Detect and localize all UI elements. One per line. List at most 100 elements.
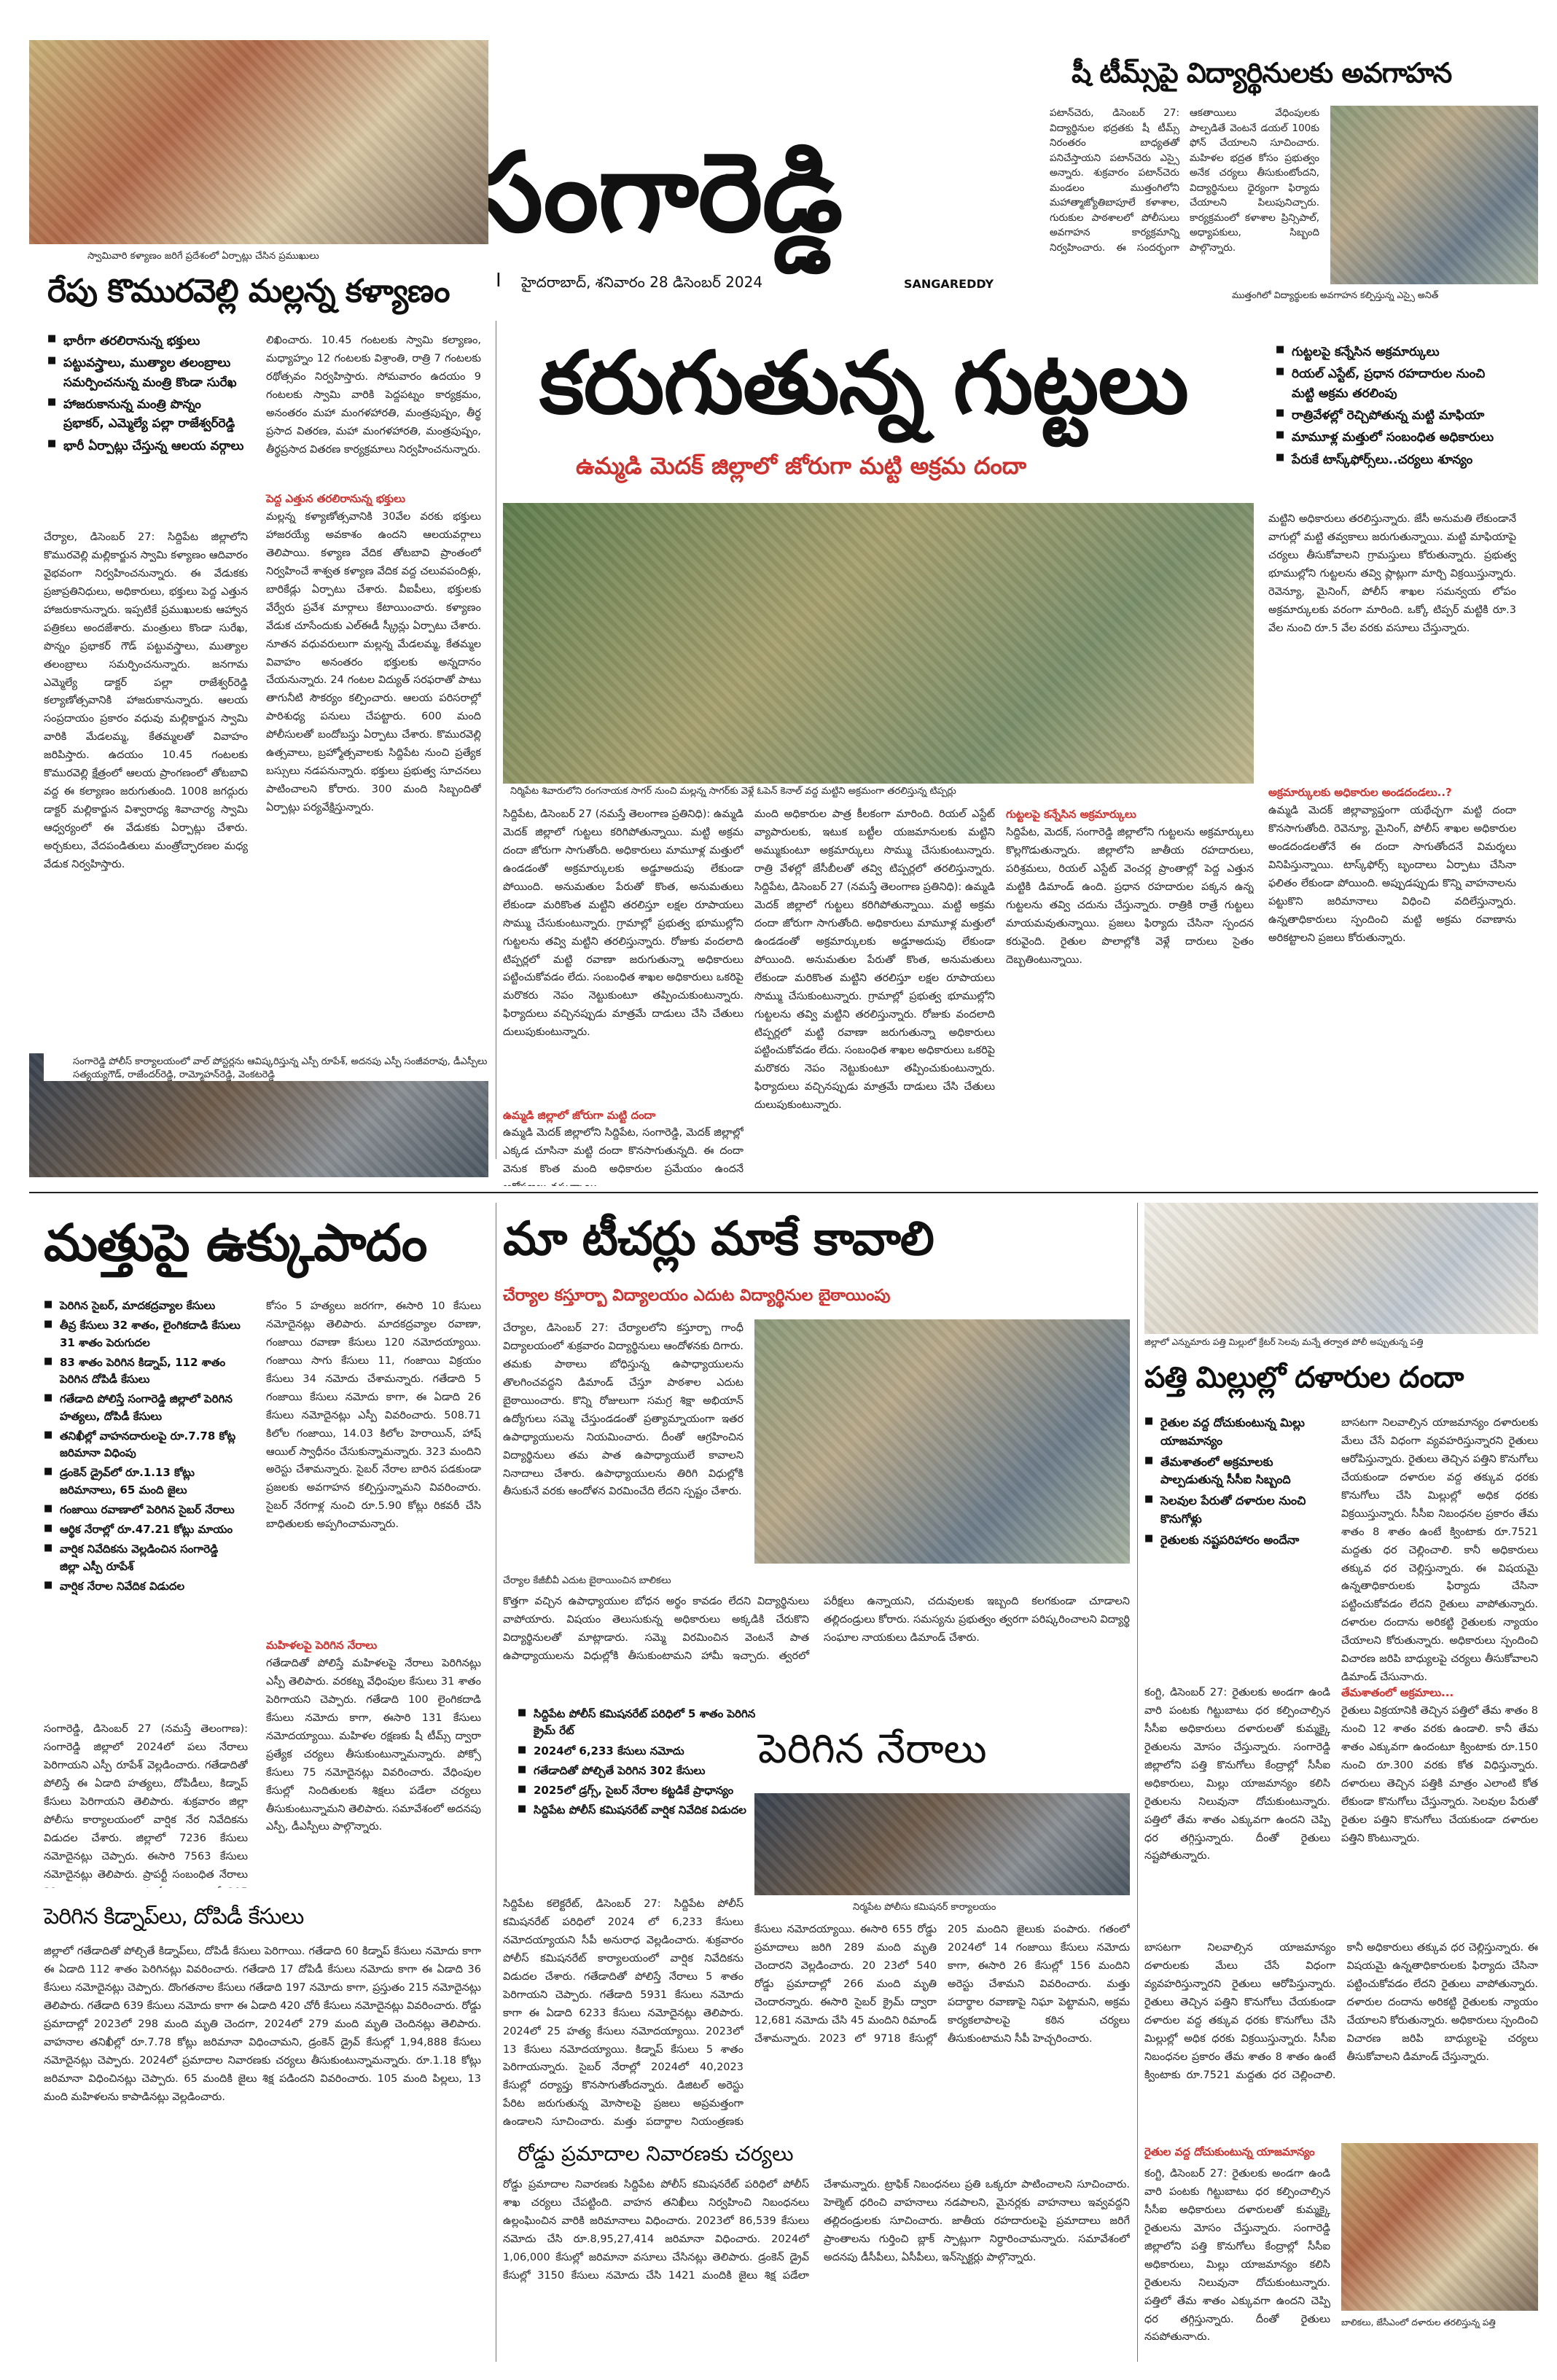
center-crime-story: సిద్దిపేట పోలీస్ కమిషనరేట్ పరిధిలో 5 శాత… [503, 1706, 1130, 2362]
center-mid-headline: మా టీచర్లు మాకే కావాలి [503, 1212, 934, 1266]
left-top-bullet: భారీ ఏర్పాట్లు చేస్తున్న ఆలయ వర్గాలు [47, 437, 244, 456]
center-crime-col2: కేసులు నమోదయ్యాయి. ఈసారి 655 రోడ్డు ప్రమ… [754, 1924, 1130, 2045]
left-mid-photo-caption: సంగారెడ్డి పోలీస్ కార్యాలయంలో వాల్ పోస్ట… [44, 1053, 488, 1082]
left-mid-bullet: పెరిగిన సైబర్, మాదకద్రవ్యాల కేసులు [44, 1298, 241, 1314]
center-mid-col1: చేర్యాల, డిసెంబర్ 27: చేర్యాలలోని కస్తూర… [503, 1322, 744, 1498]
top-right-photo [1330, 106, 1538, 284]
center-crime-col3: రోడ్డు ప్రమాదాల నివారణకు సిద్దిపేట పోలీస… [503, 2179, 1130, 2282]
right-mid-photo [1144, 1203, 1538, 1334]
lead-col3: మట్టిని అధికారులు తరలిస్తున్నారు. జేసీ అ… [1268, 513, 1516, 634]
right-mid-bullet: రైతులకు నష్టపరిహారం అందేనా [1144, 1532, 1327, 1550]
left-mid-subhead: మహిళలపై పెరిగిన నేరాలు [266, 1639, 378, 1652]
center-crime-photo [754, 1793, 1130, 1895]
left-mid-story: మత్తుపై ఉక్కుపాదం పెరిగిన సైబర్, మాదకద్ర… [29, 1203, 488, 1895]
right-mid-col2b: బాసటగా నిలవాల్సిన యాజమాన్యం దళారులకు మేల… [1144, 1942, 1538, 2081]
lead-subhead2: గుట్టలపై కన్నేసిన అక్రమార్కులు [1006, 808, 1136, 821]
lead-story: కరుగుతున్న గుట్టలు ఉమ్మడి మెదక్ జిల్లాలో… [503, 328, 1538, 1188]
left-top-photo [29, 40, 488, 244]
right-bottom-photo [1341, 2143, 1538, 2311]
center-mid-subheadline: చేర్యాల కస్తూర్బా విద్యాలయం ఎదుట విద్యార… [503, 1287, 891, 1305]
left-bottom-headline: పెరిగిన కిడ్నాప్‌లు, దోపిడీ కేసులు [44, 1904, 304, 1930]
center-crime-bullet: 2025లో డ్రగ్స్, సైబర్ నేరాల కట్టడికే ప్ర… [518, 1782, 758, 1799]
center-crime-bullets: సిద్దిపేట పోలీస్ కమిషనరేట్ పరిధిలో 5 శాత… [518, 1706, 758, 1822]
left-mid-bullet: తీవ్ర కేసులు 32 శాతం, లైంగికదాడి కేసులు … [44, 1317, 241, 1351]
center-crime-bullet: సిద్దిపేట పోలీస్ కమిషనరేట్ వార్షిక నివేద… [518, 1802, 758, 1819]
lead-headline: కరుగుతున్న గుట్టలు [539, 332, 1189, 433]
lead-bullet: పేరుకే టాస్క్‌ఫోర్స్‌లు..చర్యలు శూన్యం [1276, 450, 1509, 469]
right-mid-col1: కంగ్టి, డిసెంబర్ 27: రైతులకు అండగా ఉండి … [1144, 1687, 1330, 1862]
center-crime-bullet: సిద్దిపేట పోలీస్ కమిషనరేట్ పరిధిలో 5 శాత… [518, 1706, 758, 1740]
lead-col2b: సిద్దిపేట, మెదక్, సంగారెడ్డి జిల్లాలోని … [1006, 827, 1254, 966]
top-right-caption: ముత్తంగిలో విద్యార్థులకు అవగాహన కల్పిస్త… [1232, 289, 1439, 300]
top-right-story: షీ టీమ్స్‌పై విద్యార్థినులకు అవగాహన పటాన… [1050, 51, 1538, 554]
left-mid-col1: సంగారెడ్డి, డిసెంబర్ 27 (నమస్తే తెలంగాణ)… [44, 1723, 248, 1888]
masthead-edition: SANGAREDDY [904, 277, 994, 291]
lead-col2: మంది అధికారుల పాత్ర కీలకంగా మారింది. రియ… [754, 808, 995, 875]
left-mid-bullet: ఆర్థిక నేరాల్లో రూ.47.21 కోట్లు మాయం [44, 1521, 241, 1538]
left-mid-col2: కోసం 5 హత్యలు జరగగా, ఈసారి 10 కేసులు నమో… [266, 1300, 481, 1531]
lead-bullet: రాత్రివేళల్లో రెచ్చిపోతున్న మట్టి మాఫియా [1276, 406, 1509, 425]
masthead-dateline: హైదరాబాద్, శనివారం 28 డిసెంబర్ 2024 [521, 273, 763, 291]
top-right-body: పటాన్‌చెరు, డిసెంబర్ 27: విద్యార్థినుల భ… [1050, 107, 1319, 254]
lead-photo-caption: నిర్మిపేట శివారులోని రంగనాయక సాగర్ నుంచి… [503, 784, 1254, 798]
center-crime-bullet: గతేడాదితో పోల్చితే పెరిగిన 302 కేసులు [518, 1763, 758, 1779]
left-top-col2b: మల్లన్న కళ్యాణోత్సవానికి 30వేల వరకు భక్త… [266, 511, 481, 814]
right-mid-col1b: రైతులు విక్రయానికి తెచ్చిన పత్తిలో తేమ శ… [1341, 1705, 1538, 1844]
lead-photo [503, 503, 1254, 795]
masthead-title: సంగారెడ్డి [467, 130, 843, 257]
column-rule [1137, 1203, 1138, 2362]
left-top-subhead: పెద్ద ఎత్తున తరలిరానున్న భక్తులు [266, 492, 405, 505]
left-top-bullet: హాజరుకానున్న మంత్రి పొన్నం ప్రభాకర్, ఎమ్… [47, 395, 244, 434]
lead-col3b: ఉమ్మడి మెదక్ జిల్లావ్యాప్తంగా యథేచ్ఛగా మ… [1268, 805, 1516, 944]
right-mid-subhead2: రైతుల వద్ద దోచుకుంటున్న యాజమాన్యం [1144, 2145, 1315, 2158]
right-mid-col2: బాసటగా నిలవాల్సిన యాజమాన్యం దళారులకు మేల… [1341, 1417, 1538, 1680]
right-mid-photo-caption: జిల్లాలో ఎన్నుమారు పత్తి మిల్లులో క్రేటర… [1144, 1337, 1424, 1347]
right-bottom-caption: బాలికలు, జేసీఎంలో దళారుల తరలిస్తున్న పత్… [1341, 2317, 1496, 2328]
lead-subheadline: ఉమ్మడి మెదక్ జిల్లాలో జోరుగా మట్టి అక్రమ… [576, 452, 1027, 480]
lead-col2c: సిద్దిపేట, డిసెంబర్ 27 (నమస్తే తెలంగాణ ప… [754, 881, 995, 1112]
left-top-col2: లిఖించారు. 10.45 గంటలకు స్వామి కల్యాణం, … [266, 335, 481, 456]
left-mid-headline: మత్తుపై ఉక్కుపాదం [44, 1213, 427, 1273]
center-crime-headline: పెరిగిన నేరాలు [758, 1725, 987, 1773]
left-mid-bullet: తనిఖీల్లో వాహనదారులపై రూ.7.78 కోట్ల జరిమ… [44, 1428, 241, 1462]
masthead: సంగారెడ్డి I హైదరాబాద్, శనివారం 28 డిసెం… [467, 124, 1042, 306]
right-mid-story: జిల్లాలో ఎన్నుమారు పత్తి మిల్లులో క్రేటర… [1144, 1203, 1538, 2362]
lead-bullet: మామూళ్ల మత్తులో సంబంధిత అధికారులు [1276, 428, 1509, 447]
right-mid-headline: పత్తి మిల్లుల్లో దళారుల దందా [1144, 1361, 1464, 1394]
lead-bullet: గుట్టలపై కన్నేసిన అక్రమార్కులు [1276, 343, 1509, 362]
center-mid-photo-caption: చేర్యాల కేజీబీవీ ఎదుట బైఠాయించిన బాలికలు [503, 1575, 671, 1586]
left-top-bullet: భారీగా తరలిరానున్న భక్తులు [47, 332, 244, 351]
section-rule [29, 1192, 1538, 1193]
center-mid-story: మా టీచర్లు మాకే కావాలి చేర్యాల కస్తూర్బా… [503, 1203, 1130, 1713]
right-mid-bullet: సెలవుల పేరుతో దళారుల నుంచి కొనుగోళ్లు [1144, 1492, 1327, 1529]
lead-bullet: రియల్ ఎస్టేట్, ప్రధాన రహదారుల నుంచి మట్ట… [1276, 364, 1509, 403]
lead-subhead3: అక్రమార్కులకు అధికారుల అండదండలు..? [1268, 786, 1452, 799]
left-mid-bullet: గంజాయి రవాణాలో పెరిగిన సైబర్ నేరాలు [44, 1502, 241, 1518]
top-right-headline: షీ టీమ్స్‌పై విద్యార్థినులకు అవగాహన [1072, 57, 1452, 89]
left-mid-bullet: 83 శాతం పెరిగిన కిడ్నాప్, 112 శాతం పెరిగ… [44, 1354, 241, 1389]
left-mid-bullet: వార్షిక నేరాల నివేదిక విడుదల [44, 1578, 241, 1595]
lead-col1b: ఉమ్మడి మెదక్ జిల్లాలోని సిద్దిపేట, సంగార… [503, 1127, 744, 1186]
left-top-story: స్వామివారి కళ్యాణం జరిగే ప్రదేశంలో ఏర్పా… [29, 40, 488, 1236]
left-mid-bullet: డ్రంకెన్ డ్రైవ్‌లో రూ.1.13 కోట్లు జరిమాన… [44, 1464, 241, 1499]
lead-col1: సిద్దిపేట, డిసెంబర్ 27 (నమస్తే తెలంగాణ ప… [503, 808, 744, 1039]
right-mid-bullet: రైతుల వద్ద దోచుకుంటున్న మిల్లు యాజమాన్యం [1144, 1414, 1327, 1451]
center-mid-col2: కొత్తగా వచ్చిన ఉపాధ్యాయుల బోధన అర్థం కావ… [503, 1596, 1130, 1662]
center-crime-photo-caption: నిర్మపేట పోలీసు కమిషనర్ కార్యాలయం [853, 1902, 996, 1913]
left-top-bullets: భారీగా తరలిరానున్న భక్తులు పట్టువస్త్రాల… [47, 332, 244, 459]
left-bottom-story: పెరిగిన కిడ్నాప్‌లు, దోపిడీ కేసులు జిల్ల… [29, 1899, 488, 2358]
left-top-bullet: పట్టువస్త్రాలు, ముత్యాల తలంబ్రాలు సమర్పి… [47, 354, 244, 392]
left-top-headline: రేపు కొమురవెల్లి మల్లన్న కళ్యాణం [47, 273, 450, 310]
right-mid-bullet: తేమశాతంలో అక్రమాలకు పాల్పడుతున్న సీసీఐ స… [1144, 1454, 1327, 1490]
left-mid-bullet: వార్షిక నివేదికను వెల్లడించిన సంగారెడ్డి… [44, 1541, 241, 1575]
left-top-photo-caption: స్వామివారి కళ్యాణం జరిగే ప్రదేశంలో ఏర్పా… [87, 251, 319, 262]
right-mid-bullets: రైతుల వద్ద దోచుకుంటున్న మిల్లు యాజమాన్యం… [1144, 1414, 1327, 1553]
center-crime-col1: సిద్దిపేట కలెక్టరేట్, డిసెంబర్ 27: సిద్ద… [503, 1898, 744, 2129]
left-mid-bullet: గతేడాది పోలిస్తే సంగారెడ్డి జిల్లాలో పెర… [44, 1391, 241, 1425]
masthead-page-no: I [496, 270, 502, 292]
left-mid-col2b: గతేడాదితో పోలిస్తే మహిళలపై నేరాలు పెరిగి… [266, 1658, 481, 1833]
right-mid-subhead1: తేమశాతంలో అక్రమాలు... [1341, 1686, 1454, 1699]
right-mid-col3: కంగ్టి, డిసెంబర్ 27: రైతులకు అండగా ఉండి … [1144, 2168, 1330, 2340]
left-mid-bullets: పెరిగిన సైబర్, మాదకద్రవ్యాల కేసులు తీవ్ర… [44, 1298, 241, 1598]
center-mid-photo [754, 1319, 1130, 1564]
